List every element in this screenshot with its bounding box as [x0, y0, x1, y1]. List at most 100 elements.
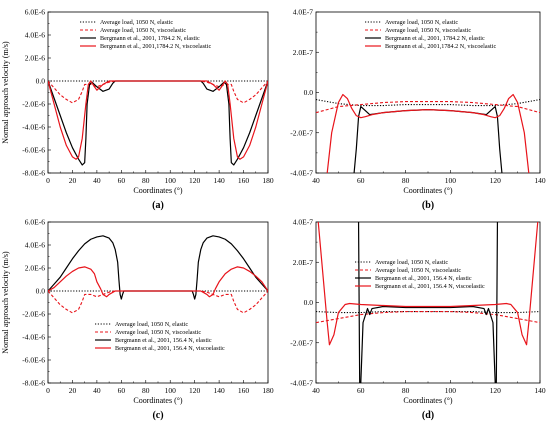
legend-label: Average load, 1050 N, viscoelastic: [385, 27, 471, 34]
y-tick-label: 0.0: [304, 88, 314, 97]
x-tick-label: 80: [142, 386, 150, 395]
series-line: [48, 80, 268, 104]
series-line: [48, 290, 268, 314]
legend-label: Bergmann et al., 2001,1784.2 N, viscoela…: [385, 43, 496, 50]
y-tick-label: 0.0: [36, 287, 46, 296]
x-tick-label: 140: [534, 386, 546, 395]
x-tick-label: 20: [69, 386, 77, 395]
x-tick-label: 80: [402, 386, 410, 395]
series-line: [326, 93, 530, 173]
x-tick-label: 60: [357, 176, 365, 185]
x-axis-label: Coordinates (°): [133, 396, 183, 405]
series-line: [316, 101, 540, 114]
legend-label: Average load, 1050 N, viscoelastic: [375, 267, 461, 274]
panel-label: (c): [152, 410, 163, 421]
y-tick-label: -2.0E-7: [290, 128, 313, 137]
series-line: [48, 266, 268, 298]
y-tick-label: 4.0E-7: [293, 8, 313, 17]
legend-label: Bergmann et al., 2001, 156.4 N, viscoela…: [115, 345, 225, 352]
legend-label: Bergmann et al., 2001, 156.4 N, elastic: [115, 337, 212, 344]
y-tick-label: 0.0: [304, 298, 314, 307]
panel-label: (d): [422, 410, 434, 421]
panel-label: (b): [422, 200, 434, 211]
x-tick-label: 100: [165, 176, 177, 185]
y-tick-label: 4.0E-6: [25, 31, 45, 40]
x-tick-label: 40: [312, 176, 320, 185]
x-tick-label: 40: [93, 176, 101, 185]
x-axis-label: Coordinates (°): [403, 396, 453, 405]
x-tick-label: 60: [118, 176, 126, 185]
series-line: [357, 222, 499, 383]
x-tick-label: 120: [490, 386, 502, 395]
legend-label: Bergmann et al., 2001, 156.4 N, viscoela…: [375, 283, 485, 290]
legend-label: Average load, 1050 N, elastic: [375, 259, 448, 266]
legend-label: Bergmann et al., 2001, 1784.2 N, elastic: [100, 35, 200, 42]
panel-b: 40 60 80 100 120 140 4.0E-7 2.0E-7 0.0 -2.0E-7 -4.…: [290, 8, 546, 211]
x-tick-label: 120: [490, 176, 502, 185]
x-tick-label: 120: [189, 176, 201, 185]
x-tick-label: 140: [213, 176, 225, 185]
x-tick-label: 140: [534, 176, 546, 185]
y-tick-label: -6.0E-6: [22, 146, 45, 155]
x-axis-label: Coordinates (°): [403, 186, 453, 195]
y-tick-label: 2.0E-6: [25, 54, 45, 63]
x-tick-label: 120: [189, 386, 201, 395]
y-tick-label: 6.0E-6: [25, 218, 45, 227]
legend-label: Average load, 1050 N, viscoelastic: [100, 27, 186, 34]
x-tick-label: 180: [262, 386, 274, 395]
x-tick-label: 100: [445, 176, 457, 185]
legend-label: Average load, 1050 N, elastic: [385, 19, 458, 26]
panel-label: (a): [152, 200, 164, 211]
legend-label: Average load, 1050 N, elastic: [115, 321, 188, 328]
y-tick-label: -8.0E-6: [22, 169, 45, 178]
series-line: [353, 105, 503, 173]
x-tick-label: 60: [118, 386, 126, 395]
x-tick-label: 80: [142, 176, 150, 185]
y-tick-label: -2.0E-6: [22, 100, 45, 109]
y-tick-label: -4.0E-6: [22, 123, 45, 132]
x-tick-label: 20: [69, 176, 77, 185]
y-tick-label: -6.0E-6: [22, 356, 45, 365]
legend-label: Bergmann et al., 2001, 156.4 N, elastic: [375, 275, 472, 282]
y-axis-label: Normal approach velocity (m/s): [1, 251, 10, 354]
x-tick-label: 40: [312, 386, 320, 395]
plot-frame: [47, 221, 269, 384]
x-tick-label: 100: [165, 386, 177, 395]
x-axis-label: Coordinates (°): [133, 186, 183, 195]
y-tick-label: 0.0: [36, 77, 46, 86]
y-tick-label: 4.0E-6: [25, 241, 45, 250]
y-tick-label: 2.0E-6: [25, 264, 45, 273]
y-tick-label: 6.0E-6: [25, 8, 45, 17]
y-tick-label: -2.0E-6: [22, 310, 45, 319]
plot-frame: [315, 221, 541, 384]
panel-d: 40 60 80 100 120 140 4.0E-7 2.0E-7 0.0 -2.0E-7 -4.…: [290, 218, 546, 421]
x-tick-label: 0: [46, 176, 50, 185]
x-tick-label: 60: [357, 386, 365, 395]
series-line: [48, 80, 268, 160]
legend-label: Average load, 1050 N, viscoelastic: [115, 329, 201, 336]
panel-c: 0 20 40 60 80 100 120 140 160 180 6.0E-6 4.0E-6 2.0E…: [1, 218, 274, 421]
x-tick-label: 160: [238, 386, 250, 395]
y-tick-label: 4.0E-7: [293, 218, 313, 227]
legend-label: Average load, 1050 N, elastic: [100, 19, 173, 26]
y-tick-label: -4.0E-6: [22, 333, 45, 342]
x-tick-label: 80: [402, 176, 410, 185]
y-tick-label: -4.0E-7: [290, 379, 313, 388]
x-tick-label: 100: [445, 386, 457, 395]
x-tick-label: 40: [93, 386, 101, 395]
y-tick-label: 2.0E-7: [293, 48, 313, 57]
x-tick-label: 160: [238, 176, 250, 185]
y-axis-label: Normal approach velocity (m/s): [1, 41, 10, 144]
panel-a: 0 20 40 60 80 100 120 140 160 180 6.0E-6 4.0E-6 2.0E…: [1, 8, 274, 211]
series-line: [317, 222, 539, 346]
x-tick-label: 0: [46, 386, 50, 395]
series-line: [316, 311, 540, 324]
legend-label: Bergmann et al., 2001, 1784.2 N, elastic: [385, 35, 485, 42]
y-tick-label: 2.0E-7: [293, 258, 313, 267]
y-tick-label: -4.0E-7: [290, 169, 313, 178]
legend-label: Bergmann et al., 2001,1784.2 N, viscoela…: [100, 43, 211, 50]
